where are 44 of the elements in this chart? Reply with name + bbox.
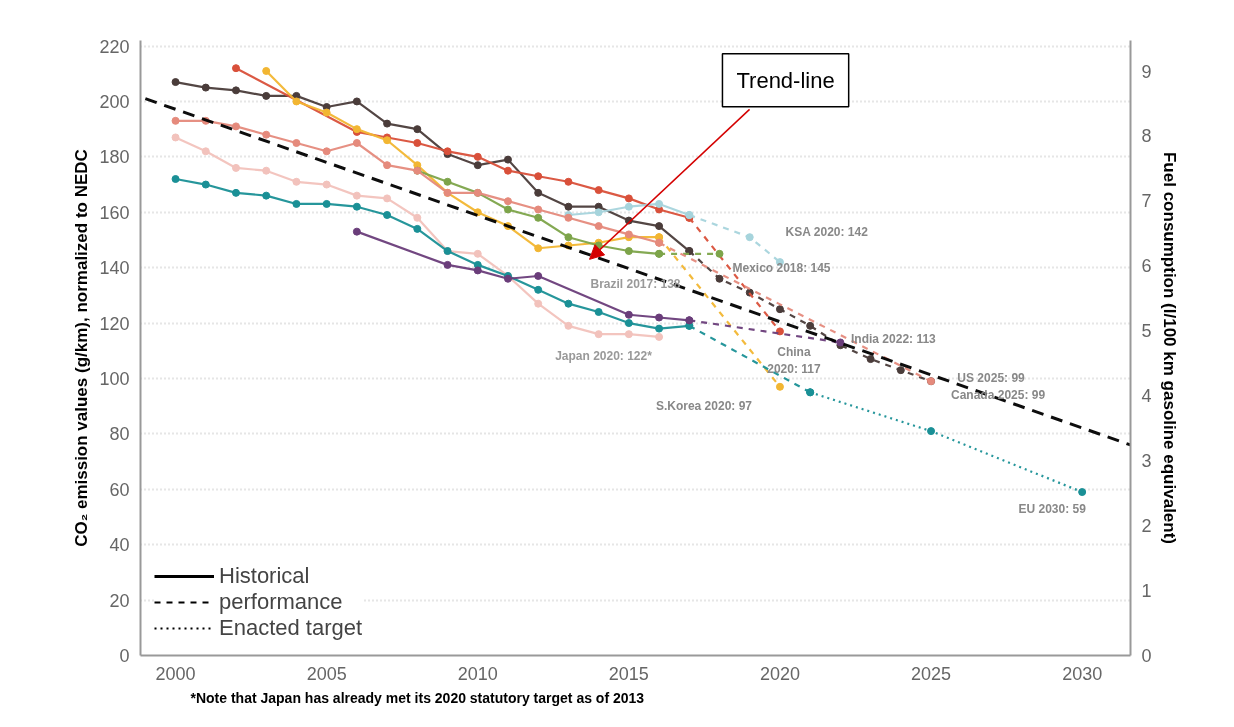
annotation: India 2022: 113 [851, 332, 937, 347]
annotation: KSA 2020: 142 [785, 225, 869, 240]
y-tick-label: 180 [99, 147, 130, 168]
y2-tick-label: 3 [1141, 451, 1152, 472]
annotation: Mexico 2018: 145 [732, 260, 831, 275]
y2-tick-label: 7 [1141, 191, 1152, 212]
annotation: Trend-line [736, 67, 835, 93]
annotation: Historical [219, 563, 310, 589]
x-tick-label: 2005 [306, 663, 347, 684]
annotation: performance [219, 589, 343, 615]
x-tick-label: 2030 [1062, 663, 1103, 684]
y-tick-label: 40 [109, 535, 130, 556]
annotation: Japan 2020: 122* [555, 348, 653, 363]
y-tick-label: 20 [109, 590, 130, 611]
y2-tick-label: 4 [1141, 386, 1152, 407]
y-axis-title: CO₂ emission values (g/km), normalized to NEDC [72, 149, 92, 547]
y-tick-label: 140 [99, 258, 130, 279]
y-tick-label: 0 [119, 646, 130, 666]
y-tick-label: 220 [99, 36, 130, 57]
y2-axis-title: Fuel consumption (l/100 km gasoline equivalent) [1159, 151, 1179, 545]
y2-tick-label: 0 [1141, 646, 1152, 666]
y2-tick-label: 6 [1141, 256, 1152, 277]
annotation: China 2020: 117 [767, 344, 821, 376]
annotation: US 2025: 99 [957, 371, 1026, 386]
y-tick-label: 200 [99, 91, 130, 112]
text: *Note that Japan has already met its 2020 statutory target as of 2013 [190, 689, 645, 706]
y2-tick-label: 1 [1141, 581, 1152, 602]
y-tick-label: 80 [109, 424, 130, 445]
y2-tick-label: 8 [1141, 126, 1152, 147]
y-tick-label: 100 [99, 368, 130, 389]
x-tick-label: 2020 [759, 663, 800, 684]
annotation: S.Korea 2020: 97 [655, 398, 753, 413]
y2-tick-label: 5 [1141, 321, 1152, 342]
y2-tick-label: 2 [1141, 516, 1152, 537]
annotation: Enacted target [219, 615, 363, 641]
annotation: EU 2030: 59 [1018, 502, 1087, 517]
y-tick-label: 160 [99, 202, 130, 223]
x-tick-label: 2010 [457, 663, 498, 684]
y-tick-label: 60 [109, 479, 130, 500]
y-tick-label: 120 [99, 313, 130, 334]
y2-tick-label: 9 [1141, 61, 1152, 82]
x-tick-label: 2025 [911, 663, 952, 684]
x-tick-label: 2015 [608, 663, 649, 684]
x-tick-label: 2000 [155, 663, 196, 684]
